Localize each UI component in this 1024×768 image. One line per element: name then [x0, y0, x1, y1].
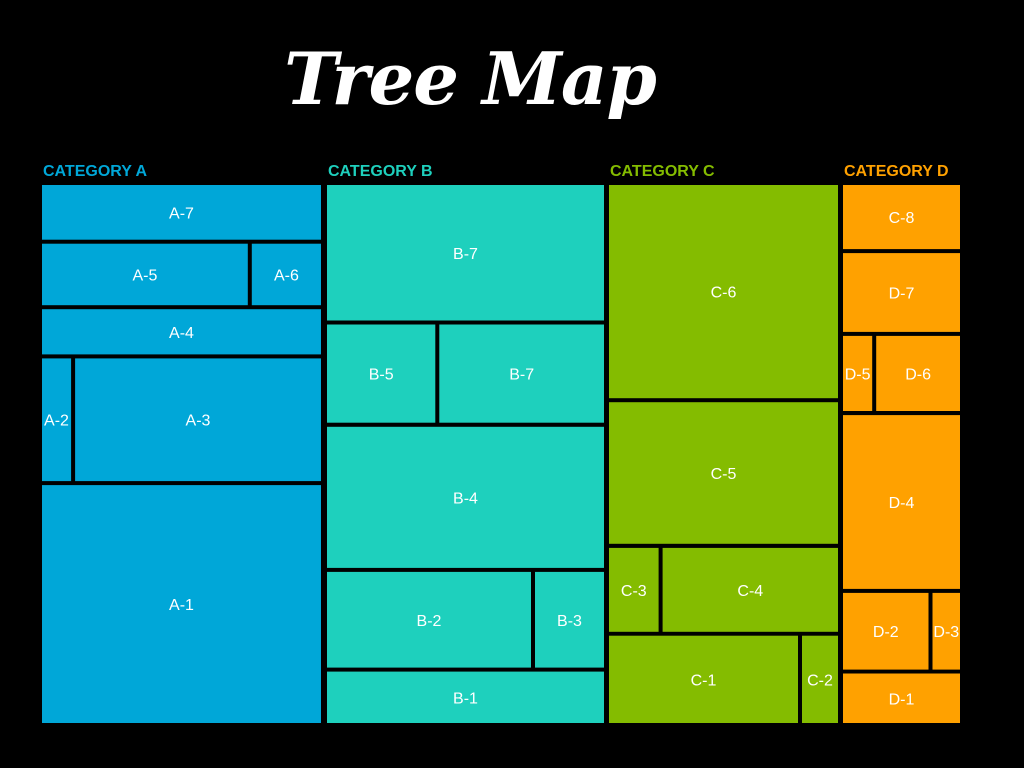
treemap-rect-d-7: [843, 253, 960, 332]
category-label-category-a: CATEGORY A: [43, 163, 147, 180]
chart-title: Tree Map: [284, 36, 657, 121]
treemap-cell-c-3: C-3: [609, 547, 659, 632]
treemap-rect-a-6: [251, 243, 321, 306]
treemap-cell-b-7: B-7: [439, 324, 604, 423]
treemap-cell-d-4: D-4: [843, 415, 960, 589]
treemap-cell-a-7: A-7: [42, 185, 321, 240]
treemap-cell-c-2: C-2: [802, 635, 838, 723]
treemap-rect-c-2: [802, 635, 838, 723]
treemap-cell-c-5: C-5: [609, 402, 838, 544]
treemap-rect-d-2: [843, 592, 929, 670]
treemap-cell-a-3: A-3: [75, 358, 321, 482]
treemap-rect-b-1: [327, 671, 604, 723]
treemap-rect-a-2: [42, 358, 72, 482]
treemap-cell-a-1: A-1: [42, 485, 321, 723]
treemap-label-a-7: A-7: [169, 205, 194, 222]
treemap-label-d-3: D-3: [933, 624, 959, 641]
treemap-label-b-2: B-2: [417, 613, 442, 630]
treemap-rect-c-4: [662, 547, 838, 632]
treemap-cell-c-8: C-8: [843, 185, 960, 250]
treemap-rect-c-3: [609, 547, 659, 632]
treemap-rect-c-6: [609, 185, 838, 399]
treemap-label-b-7: B-7: [453, 246, 478, 263]
treemap-label-b-7: B-7: [509, 367, 534, 384]
category-label-category-d: CATEGORY D: [844, 163, 949, 180]
treemap-rect-c-1: [609, 635, 798, 723]
treemap-label-a-3: A-3: [186, 413, 211, 430]
category-label-category-c: CATEGORY C: [610, 163, 715, 180]
treemap-rect-d-6: [876, 335, 960, 411]
treemap-rect-d-1: [843, 673, 960, 723]
treemap-label-d-5: D-5: [845, 367, 871, 384]
treemap-cell-d-7: D-7: [843, 253, 960, 332]
treemap-cell-b-3: B-3: [535, 571, 604, 668]
treemap-rect-c-8: [843, 185, 960, 250]
treemap-cell-a-4: A-4: [42, 309, 321, 355]
treemap-label-a-6: A-6: [274, 267, 299, 284]
treemap-rect-a-1: [42, 485, 321, 723]
treemap-label-c-8: C-8: [889, 210, 915, 227]
treemap-label-d-6: D-6: [905, 367, 931, 384]
treemap-cell-c-6: C-6: [609, 185, 838, 399]
treemap-rect-d-4: [843, 415, 960, 589]
treemap-rect-b-7: [327, 185, 604, 321]
treemap-cell-a-6: A-6: [251, 243, 321, 306]
treemap-label-c-1: C-1: [691, 672, 717, 689]
treemap-label-d-7: D-7: [889, 286, 915, 303]
treemap-rect-a-5: [42, 243, 248, 306]
treemap-cell-c-1: C-1: [609, 635, 798, 723]
treemap-rect-b-3: [535, 571, 604, 668]
treemap-cell-d-6: D-6: [876, 335, 960, 411]
treemap-label-a-4: A-4: [169, 325, 194, 342]
treemap-cell-d-3: D-3: [932, 592, 960, 670]
treemap-rect-d-5: [843, 335, 873, 411]
treemap-rect-b-5: [327, 324, 436, 423]
treemap-rect-a-7: [42, 185, 321, 240]
treemap-label-c-4: C-4: [737, 583, 763, 600]
treemap-rect-a-3: [75, 358, 321, 482]
treemap-label-c-5: C-5: [711, 466, 737, 483]
treemap-cell-c-4: C-4: [662, 547, 838, 632]
treemap-rect-b-4: [327, 426, 604, 568]
treemap-cell-b-7: B-7: [327, 185, 604, 321]
treemap-label-a-5: A-5: [132, 267, 157, 284]
treemap-rect-b-7: [439, 324, 604, 423]
treemap-rect-d-3: [932, 592, 960, 670]
treemap-cell-b-2: B-2: [327, 571, 531, 668]
treemap-cell-d-2: D-2: [843, 592, 929, 670]
treemap-label-d-4: D-4: [889, 495, 915, 512]
treemap-label-d-1: D-1: [889, 691, 915, 708]
treemap-label-a-2: A-2: [44, 413, 69, 430]
treemap-label-c-3: C-3: [621, 583, 647, 600]
treemap-rect-b-2: [327, 571, 531, 668]
treemap-label-a-1: A-1: [169, 597, 194, 614]
treemap-label-c-6: C-6: [711, 285, 737, 302]
treemap-label-d-2: D-2: [873, 624, 899, 641]
treemap-cell-a-5: A-5: [42, 243, 248, 306]
treemap-cell-b-1: B-1: [327, 671, 604, 723]
treemap-cell-d-5: D-5: [843, 335, 873, 411]
treemap-cell-b-4: B-4: [327, 426, 604, 568]
treemap-label-b-1: B-1: [453, 690, 478, 707]
treemap-cell-d-1: D-1: [843, 673, 960, 723]
treemap-label-b-4: B-4: [453, 490, 478, 507]
treemap-label-b-5: B-5: [369, 367, 394, 384]
treemap-label-b-3: B-3: [557, 613, 582, 630]
treemap-rect-a-4: [42, 309, 321, 355]
treemap-label-c-2: C-2: [807, 672, 833, 689]
category-label-category-b: CATEGORY B: [328, 163, 433, 180]
treemap-cell-b-5: B-5: [327, 324, 436, 423]
treemap-rect-c-5: [609, 402, 838, 544]
treemap-cell-a-2: A-2: [42, 358, 72, 482]
